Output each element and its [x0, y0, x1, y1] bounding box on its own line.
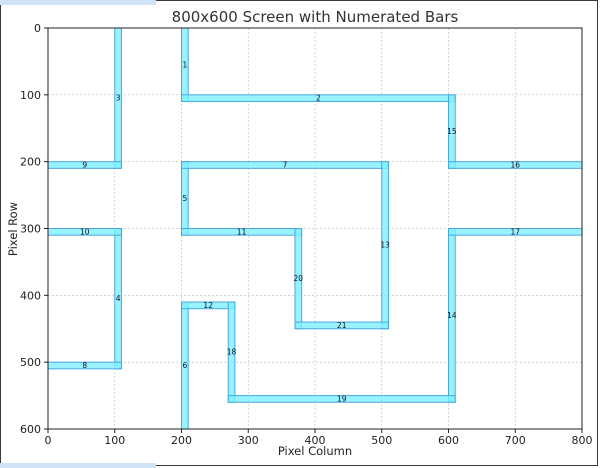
- bar-label-6: 6: [182, 361, 187, 370]
- bar-label-14: 14: [447, 311, 457, 320]
- bar-label-1: 1: [182, 60, 187, 69]
- bar-label-2: 2: [316, 94, 321, 103]
- bar-label-16: 16: [510, 161, 520, 170]
- window-accent-bottom: [0, 463, 156, 468]
- bar-label-4: 4: [116, 294, 121, 303]
- bar-label-13: 13: [380, 241, 390, 250]
- y-tick-label-300: 300: [20, 223, 41, 236]
- y-tick-label-0: 0: [34, 22, 41, 35]
- x-tick-label-100: 100: [104, 434, 125, 447]
- bar-19: [227, 395, 456, 403]
- bar-label-19: 19: [337, 394, 347, 403]
- bar-label-15: 15: [447, 127, 457, 136]
- bar-label-21: 21: [337, 321, 347, 330]
- y-tick-label-400: 400: [20, 289, 41, 302]
- y-tick-label-200: 200: [20, 156, 41, 169]
- x-tick-label-0: 0: [45, 434, 52, 447]
- bar-label-5: 5: [182, 194, 187, 203]
- x-tick-label-300: 300: [238, 434, 259, 447]
- bar-21: [294, 321, 389, 330]
- bar-label-11: 11: [237, 227, 247, 236]
- window-accent-top: [0, 0, 156, 5]
- bar-label-17: 17: [510, 227, 520, 236]
- bar-label-20: 20: [294, 274, 304, 283]
- bar-label-10: 10: [80, 227, 90, 236]
- x-axis-label: Pixel Column: [278, 444, 352, 458]
- bar-label-3: 3: [116, 94, 121, 103]
- x-tick-label-200: 200: [171, 434, 192, 447]
- x-tick-label-600: 600: [438, 434, 459, 447]
- x-tick-label-500: 500: [371, 434, 392, 447]
- x-tick-label-800: 800: [572, 434, 593, 447]
- bar-label-12: 12: [203, 301, 213, 310]
- bar-label-18: 18: [227, 348, 237, 357]
- x-tick-label-700: 700: [505, 434, 526, 447]
- bar-label-7: 7: [283, 161, 288, 170]
- y-axis-ticks: 0 100 200 300 400 500 600: [20, 22, 48, 436]
- y-tick-label-100: 100: [20, 89, 41, 102]
- bar-label-8: 8: [82, 361, 87, 370]
- y-tick-label-500: 500: [20, 356, 41, 369]
- x-axis-ticks: 0 100 200 300 400 500 600 700 800: [45, 429, 593, 447]
- y-tick-label-600: 600: [20, 423, 41, 436]
- x-tick-label-400: 400: [305, 434, 326, 447]
- chart-title: 800x600 Screen with Numerated Bars: [172, 8, 459, 26]
- bars-group: [47, 27, 583, 430]
- bar-label-9: 9: [82, 161, 87, 170]
- y-axis-label: Pixel Row: [6, 202, 20, 256]
